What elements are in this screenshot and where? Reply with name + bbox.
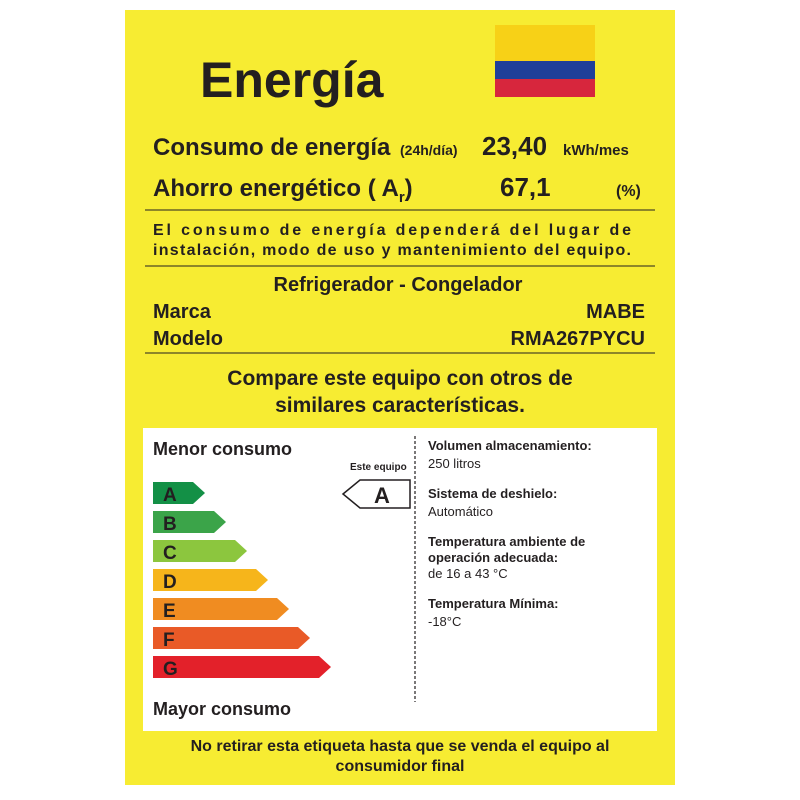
this-class: A <box>374 483 390 508</box>
brand: MABE <box>586 301 645 323</box>
spec-value: -18°C <box>428 614 461 629</box>
spec-value: 250 litros <box>428 456 481 471</box>
spec-label: operación adecuada: <box>428 550 558 565</box>
consumption-qualifier: (24h/día) <box>400 142 458 158</box>
footer-line: No retirar esta etiqueta hasta que se ve… <box>191 738 610 755</box>
saving-text: Ahorro energético ( A <box>153 175 399 202</box>
class-bar <box>153 598 289 620</box>
saving-sub: r <box>399 189 405 206</box>
spec-value: Automático <box>428 504 493 519</box>
class-bar <box>153 627 310 649</box>
notice-line: instalación, modo de uso y mantenimiento… <box>153 242 631 259</box>
saving-close: ) <box>405 175 413 202</box>
class-bar <box>153 569 268 591</box>
class-letter: G <box>163 659 178 680</box>
saving-value: 67,1 <box>500 172 551 202</box>
compare-line: Compare este equipo con otros de <box>227 367 572 390</box>
class-letter: D <box>163 572 177 593</box>
brand-label: Marca <box>153 301 212 323</box>
product-type: Refrigerador - Congelador <box>274 274 523 296</box>
class-bar <box>153 540 247 562</box>
consumption-label: Consumo de energía <box>153 134 391 161</box>
model: RMA267PYCU <box>511 328 645 350</box>
spec-label: Temperatura Mínima: <box>428 596 559 611</box>
saving-unit: (%) <box>616 183 641 200</box>
class-letter: A <box>163 485 177 506</box>
scale-top: Menor consumo <box>153 439 292 459</box>
spec-value: de 16 a 43 °C <box>428 566 508 581</box>
notice-line: El consumo de energía dependerá del luga… <box>153 222 631 239</box>
this-arrow <box>341 479 411 509</box>
class-letter: C <box>163 543 177 564</box>
this-label: Este equipo <box>350 462 407 473</box>
flag <box>495 25 595 97</box>
class-letter: F <box>163 630 175 651</box>
title: Energía <box>200 52 385 108</box>
class-bar <box>153 656 331 678</box>
compare-line: similares características. <box>275 394 525 417</box>
spec-label: Volumen almacenamiento: <box>428 438 592 453</box>
footer-line: consumidor final <box>336 758 465 775</box>
spec-label: Sistema de deshielo: <box>428 486 557 501</box>
consumption-unit: kWh/mes <box>563 142 629 159</box>
class-letter: B <box>163 514 177 535</box>
saving-label: Ahorro energético ( Ar) <box>153 175 413 206</box>
spec-label: Temperatura ambiente de <box>428 534 585 549</box>
class-bar <box>153 511 226 533</box>
class-letter: E <box>163 601 176 622</box>
scale-bottom: Mayor consumo <box>153 699 291 719</box>
model-label: Modelo <box>153 328 223 350</box>
consumption-value: 23,40 <box>482 131 547 161</box>
class-bar <box>153 482 205 504</box>
